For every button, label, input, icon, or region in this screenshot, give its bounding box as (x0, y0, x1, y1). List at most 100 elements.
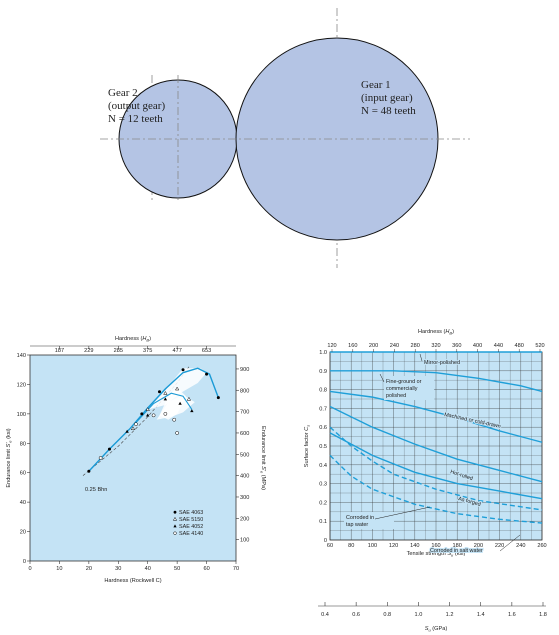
bhn-annotation: 0.25 Bhn (85, 487, 107, 493)
bhn-dashed-line (82, 366, 190, 476)
left-y-axis-title: Endurance limit S'e (ksi) (6, 428, 13, 487)
right-y-tick-label: 900 (240, 367, 249, 373)
data-point-sae-4140 (163, 412, 168, 416)
data-point-sae-5150 (186, 396, 192, 401)
top-tick-label: 477 (172, 348, 181, 354)
left-axes: 0 10 20 30 40 50 60 700204060801001201401002003… (17, 345, 249, 572)
data-point-sae-5150 (163, 390, 168, 395)
data-point-sae-4063 (205, 372, 209, 376)
legend-marker (173, 531, 177, 535)
curve-hotrolled (329, 405, 543, 483)
x-tick-label: 140 (410, 543, 419, 549)
x-tick-label: 240 (516, 543, 525, 549)
y-tick-label: 80 (20, 441, 26, 447)
data-point-sae-4063 (216, 396, 220, 400)
legend-label: SAE 4052 (179, 524, 203, 530)
curve-label-line: Fine-ground or (386, 379, 422, 385)
right-y-tick-label: 500 (240, 452, 249, 458)
legend-label: SAE 4063 (179, 510, 203, 516)
y-tick-label: 60 (20, 471, 26, 477)
y-tick-label: 0.4 (319, 463, 327, 469)
gpa-tick-label: 1.0 (415, 612, 423, 618)
data-point-sae-4052 (146, 413, 150, 417)
right-y-tick-label: 400 (240, 474, 249, 480)
x-tick-label: 60 (203, 566, 209, 572)
legend-marker (173, 524, 177, 528)
curve-label-line: polished (386, 393, 406, 399)
y-tick-label: 0.8 (319, 388, 327, 394)
right-y-tick-label: 700 (240, 410, 249, 416)
curve-corroded (329, 426, 543, 511)
right-top-axis-title: Hardness (HB) (418, 329, 454, 336)
data-point-sae-4063 (140, 412, 144, 416)
y-tick-label: 0.3 (319, 482, 327, 488)
gpa-axis-title: Su (GPa) (425, 626, 448, 633)
x-tick-label: 260 (537, 543, 546, 549)
curve-label: Mirror-polished (424, 360, 460, 366)
y-tick-label: 0.9 (319, 369, 327, 375)
legend-marker (173, 510, 177, 514)
top-tick-label: 320 (431, 343, 440, 349)
left-x-axis-title: Hardness (Rockwell C) (104, 578, 161, 584)
gear-diagram: Gear 2 (output gear) N = 12 teeth Gear 1… (100, 8, 470, 268)
gear1-label-line3: N = 48 teeth (361, 105, 416, 117)
envelope-curve (88, 367, 219, 472)
gpa-tick-label: 1.6 (508, 612, 516, 618)
left-grid (82, 366, 190, 476)
top-tick-label: 440 (494, 343, 503, 349)
data-point-sae-4140 (175, 431, 179, 435)
data-point-sae-5150 (175, 386, 180, 391)
y-tick-label: 100 (17, 412, 26, 418)
top-tick-label: 229 (84, 348, 93, 354)
left-plot-area (29, 354, 237, 562)
leader-fine-ground (379, 373, 385, 383)
x-tick-label: 220 (495, 543, 504, 549)
gear2-label-line2: (output gear) (108, 100, 165, 112)
left-series-marks (87, 368, 220, 473)
data-point-sae-4063 (157, 390, 161, 394)
leader-salt-water (499, 534, 521, 552)
top-tick-label: 360 (452, 343, 461, 349)
legend-label: SAE 5150 (179, 517, 203, 523)
gpa-tick-label: 1.8 (539, 612, 547, 618)
curve-label-line: tap water (346, 522, 368, 528)
leader-tap-water (374, 506, 431, 520)
data-point-sae-5150 (145, 407, 150, 411)
x-tick-label: 70 (233, 566, 239, 572)
top-tick-label: 160 (348, 343, 357, 349)
y-tick-label: 0.1 (319, 519, 327, 525)
data-point-sae-4052 (163, 397, 168, 401)
left-right-axis-title: Endurance limit S'e (MPa) (260, 426, 267, 490)
data-point-sae-4063 (87, 469, 91, 473)
legend-marker (172, 516, 178, 521)
gpa-tick-label: 1.2 (446, 612, 454, 618)
curve-fineground (330, 370, 543, 393)
surface-factor-chart: 60 80 100 120 140 160 180 200 220 240 260 0 0.1 0.2 0.… (304, 329, 547, 633)
y-tick-label: 0.6 (319, 425, 327, 431)
gear1-label-line1: Gear 1 (361, 79, 391, 91)
left-top-axis-title: Hardness (HB) (115, 336, 151, 343)
x-tick-label: 180 (453, 543, 462, 549)
data-point-sae-5150 (130, 426, 136, 431)
right-y-tick-label: 600 (240, 431, 249, 437)
y-tick-label: 120 (17, 382, 26, 388)
data-point-sae-4063 (181, 368, 185, 372)
x-tick-label: 80 (348, 543, 354, 549)
right-y-tick-label: 200 (240, 516, 249, 522)
data-point-sae-4063 (107, 447, 111, 451)
gpa-axis: 0.4 0.6 0.8 1.0 1.2 1.4 1.6 1.8 (318, 602, 547, 618)
y-tick-label: 1.0 (319, 350, 327, 356)
top-tick-label: 400 (473, 343, 482, 349)
gear2-label-line3: N = 12 teeth (108, 113, 163, 125)
right-axes: 60 80 100 120 140 160 180 200 220 240 260 0 0.1 0.2 0.… (319, 343, 546, 549)
right-y-tick-label: 800 (240, 388, 249, 394)
leader-mirror (419, 353, 423, 362)
y-tick-label: 0.2 (319, 500, 327, 506)
data-point-sae-4052 (190, 409, 194, 413)
x-tick-label: 20 (86, 566, 92, 572)
gear1-label-line2: (input gear) (361, 92, 413, 104)
top-tick-label: 187 (55, 348, 64, 354)
x-tick-label: 10 (56, 566, 62, 572)
x-tick-label: 160 (431, 543, 440, 549)
